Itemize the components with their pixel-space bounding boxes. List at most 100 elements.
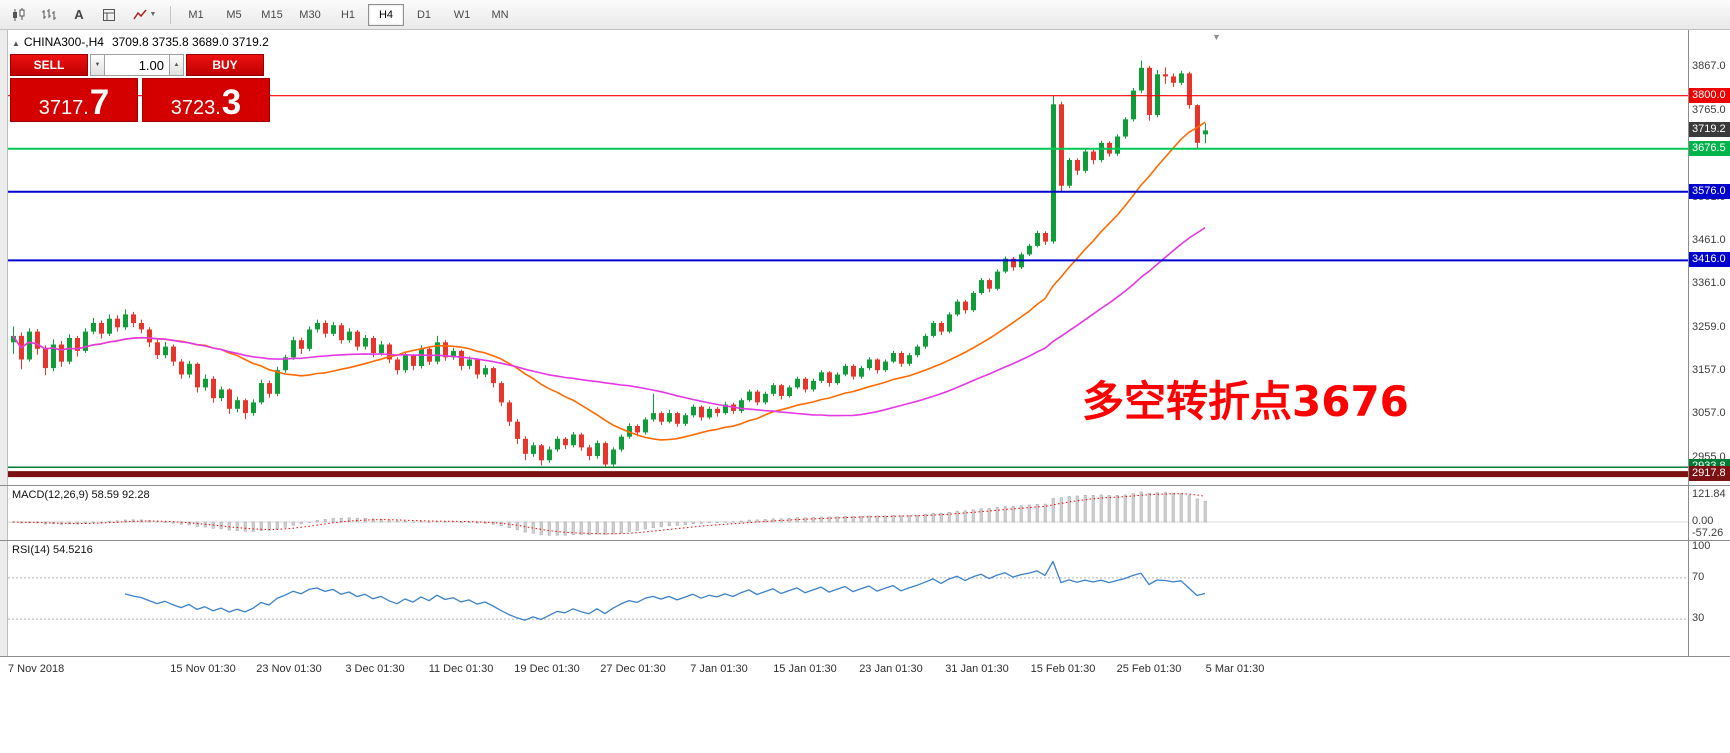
template-button[interactable] <box>95 3 123 27</box>
level-price-badge: 3576.0 <box>1689 183 1730 199</box>
rsi-panel[interactable] <box>8 541 1688 656</box>
candle <box>347 331 352 341</box>
chart-symbol-icon: ▲ <box>12 39 20 48</box>
timeframe-m15-button[interactable]: M15 <box>261 8 283 21</box>
candle <box>411 355 416 366</box>
level-price-badge: 3416.0 <box>1689 252 1730 268</box>
candle <box>91 323 96 332</box>
candle <box>379 344 384 354</box>
timeframe-h1-button[interactable]: H1 <box>340 8 356 21</box>
macd-bar <box>1155 492 1159 523</box>
macd-bar <box>795 517 799 523</box>
candle <box>1163 74 1168 77</box>
macd-bar <box>755 519 759 523</box>
candle <box>395 359 400 371</box>
candle <box>667 413 672 422</box>
timeframe-m5-button[interactable]: M5 <box>226 8 242 21</box>
candle <box>603 443 608 465</box>
macd-bar <box>1123 494 1127 523</box>
main-chart[interactable] <box>8 30 1688 486</box>
one-click-trading-widget: SELL ▼ ▲ BUY 3717.7 3723.3 <box>10 54 270 122</box>
chart-shift-icon: ▼ <box>1212 32 1221 42</box>
buy-button[interactable]: BUY <box>186 54 264 76</box>
candle <box>891 353 896 362</box>
macd-bar <box>955 510 959 523</box>
candle <box>563 438 568 446</box>
volume-increase-button[interactable]: ▲ <box>169 54 184 76</box>
macd-bar <box>395 520 399 523</box>
time-axis-label: 23 Jan 01:30 <box>859 663 923 675</box>
macd-bar <box>987 508 991 523</box>
candle <box>755 391 760 403</box>
candle <box>819 372 824 381</box>
rsi-axis-label: 70 <box>1692 570 1705 583</box>
timeframe-m1-button[interactable]: M1 <box>188 8 204 21</box>
macd-bar <box>995 507 999 523</box>
price-tick: 3765.0 <box>1692 103 1726 116</box>
candle <box>435 342 440 362</box>
candle <box>307 329 312 349</box>
symbol-name: CHINA300-,H4 <box>23 35 104 49</box>
indicators-dropdown-button[interactable]: ▼ <box>125 3 163 27</box>
candle <box>203 378 208 388</box>
rsi-line <box>124 560 1206 621</box>
symbol-info: ▲ CHINA300-,H4 3709.8 3735.8 3689.0 3719.2 <box>12 35 269 49</box>
macd-bar <box>299 521 303 525</box>
timeframe-m30-button[interactable]: M30 <box>299 8 321 21</box>
macd-bar <box>155 521 159 523</box>
candle <box>507 402 512 422</box>
text-tool-button[interactable]: A <box>65 3 93 27</box>
time-axis-label: 15 Feb 01:30 <box>1030 663 1096 675</box>
candle <box>251 402 256 414</box>
candle <box>675 413 680 424</box>
macd-bar <box>707 521 711 523</box>
candle <box>971 293 976 311</box>
macd-panel[interactable] <box>8 486 1688 540</box>
timeframe-toolbar: M1 M5 M15 M30 H1 H4 D1 W1 MN <box>177 3 519 26</box>
time-axis-label: 27 Dec 01:30 <box>600 663 666 675</box>
buy-price-display[interactable]: 3723. 3 <box>142 78 270 122</box>
macd-bar <box>243 521 247 532</box>
candle <box>643 419 648 433</box>
price-axis[interactable]: 3867.03765.03663.03561.03461.03361.03259… <box>1689 30 1730 486</box>
candle <box>43 348 48 369</box>
macd-bar <box>459 521 463 523</box>
sell-price-display[interactable]: 3717. 7 <box>10 78 138 122</box>
candle <box>1051 104 1056 242</box>
macd-bar <box>235 521 239 531</box>
macd-bar <box>731 521 735 523</box>
macd-bar <box>1043 503 1047 523</box>
macd-bar <box>1115 495 1119 523</box>
macd-bar <box>323 519 327 523</box>
macd-bar <box>579 521 583 535</box>
macd-bar <box>971 509 975 523</box>
candlestick-chart-button[interactable] <box>5 3 33 27</box>
candle <box>99 323 104 334</box>
level-price-badge: 3676.5 <box>1689 140 1730 156</box>
timeframe-mn-button[interactable]: MN <box>491 8 509 21</box>
sell-button[interactable]: SELL <box>10 54 88 76</box>
volume-decrease-button[interactable]: ▼ <box>90 54 105 76</box>
timeframe-w1-button[interactable]: W1 <box>453 8 471 21</box>
macd-bar <box>259 521 263 531</box>
candle <box>763 393 768 403</box>
timeframe-d1-button[interactable]: D1 <box>416 8 432 21</box>
volume-input[interactable] <box>105 54 169 76</box>
macd-axis: 121.84 0.00 -57.26 <box>1689 486 1730 540</box>
bar-chart-button[interactable] <box>35 3 63 27</box>
indicators-icon <box>132 9 147 19</box>
candle <box>635 426 640 433</box>
macd-bar <box>499 521 503 527</box>
macd-bar <box>91 521 95 523</box>
candle <box>1091 151 1096 161</box>
candle <box>859 368 864 377</box>
timeframe-h4-button[interactable]: H4 <box>368 3 404 26</box>
candle <box>339 325 344 341</box>
macd-bar <box>747 519 751 523</box>
candle <box>363 338 368 347</box>
candle <box>227 389 232 409</box>
candle <box>571 434 576 446</box>
time-axis[interactable]: 7 Nov 2018 15 Nov 01:30 23 Nov 01:30 3 Dec … <box>0 657 1730 683</box>
text-tool-icon: A <box>74 7 84 22</box>
candle <box>515 421 520 439</box>
